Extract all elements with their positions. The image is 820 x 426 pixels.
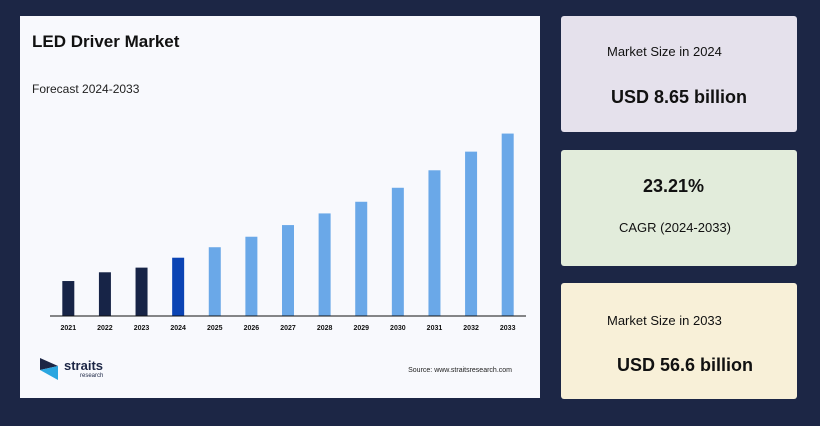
x-tick-label-2029: 2029 [353,325,369,332]
bar-2023 [135,267,148,316]
chart-panel: 2021 2022 2023 2024 2025 2026 2027 2028 2029 2030… [20,16,540,398]
bar-2022 [98,272,111,316]
bar-2025 [208,247,221,316]
bar-2028 [318,213,331,316]
bar-2024 [172,257,185,316]
x-tick-label-2032: 2032 [463,325,479,332]
source-note: Source: www.straitsresearch.com [408,367,512,374]
cagr-label: CAGR (2024-2033) [619,220,731,235]
market-size-2024-label: Market Size in 2024 [607,44,722,59]
x-tick-label-2024: 2024 [170,325,186,332]
brand-name: straits [64,358,104,373]
bar-2029 [355,201,368,316]
x-tick-label-2025: 2025 [207,325,223,332]
straits-logo-icon [40,358,58,380]
market-size-2033-label: Market Size in 2033 [607,313,722,328]
x-tick-label-2031: 2031 [427,325,443,332]
market-size-2024-value: USD 8.65 billion [611,87,748,107]
bar-2032 [465,151,478,316]
x-tick-label-2023: 2023 [134,325,150,332]
x-tick-label-2027: 2027 [280,325,296,332]
x-tick-label-2028: 2028 [317,325,333,332]
brand-tagline: research [80,373,104,379]
x-tick-label-2021: 2021 [61,325,77,332]
x-tick-label-2026: 2026 [244,325,260,332]
bar-2031 [428,170,441,316]
bar-chart: 2021 2022 2023 2024 2025 2026 2027 2028 2029 2030… [50,133,526,332]
bar-2027 [282,225,294,316]
straits-logo: straits research [38,356,128,386]
cagr-value: 23.21% [643,176,705,196]
market-size-2033-value: USD 56.6 billion [617,355,754,375]
bar-2033 [501,133,514,316]
x-tick-label-2033: 2033 [500,325,516,332]
market-size-2024-card: Market Size in 2024 USD 8.65 billion [561,16,797,132]
bar-2021 [62,281,75,316]
x-tick-label-2030: 2030 [390,325,406,332]
bar-2026 [245,236,258,316]
cagr-card: 23.21% CAGR (2024-2033) [561,150,797,266]
market-size-2033-card: Market Size in 2033 USD 56.6 billion [561,283,797,399]
bar-2030 [391,187,404,316]
chart-subtitle: Forecast 2024-2033 [32,82,140,96]
x-tick-label-2022: 2022 [97,325,113,332]
chart-title: LED Driver Market [32,32,180,51]
